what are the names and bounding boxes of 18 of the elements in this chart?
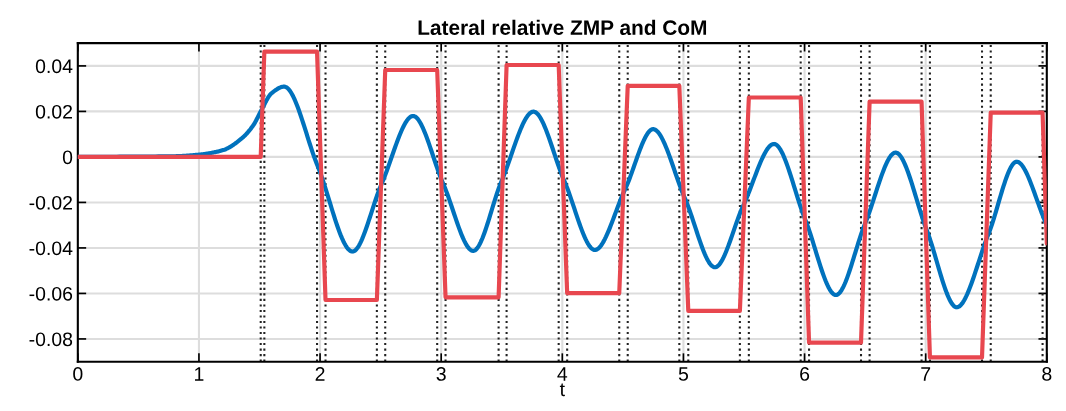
y-tick-label: 0 [62, 150, 73, 165]
x-tick-label: 5 [678, 367, 689, 381]
x-tick-label: 3 [436, 367, 446, 381]
x-axis-title: t [559, 383, 565, 397]
x-tick-label: 7 [921, 367, 931, 381]
y-tick-label: 0.04 [35, 59, 73, 74]
y-tick-label: -0.08 [29, 332, 73, 347]
y-tick-label: -0.02 [29, 195, 72, 210]
x-tick-label: 8 [1042, 367, 1052, 381]
chart-title: Lateral relative ZMP and CoM [418, 19, 707, 36]
y-tick-label: -0.06 [29, 286, 73, 301]
y-tick-label: -0.04 [29, 241, 73, 256]
x-tick-label: 1 [195, 367, 204, 381]
y-tick-label: 0.02 [35, 104, 72, 119]
x-tick-label: 6 [800, 367, 810, 381]
x-tick-label: 2 [315, 367, 325, 381]
x-tick-label: 0 [73, 367, 83, 381]
x-tick-label: 4 [557, 367, 568, 381]
